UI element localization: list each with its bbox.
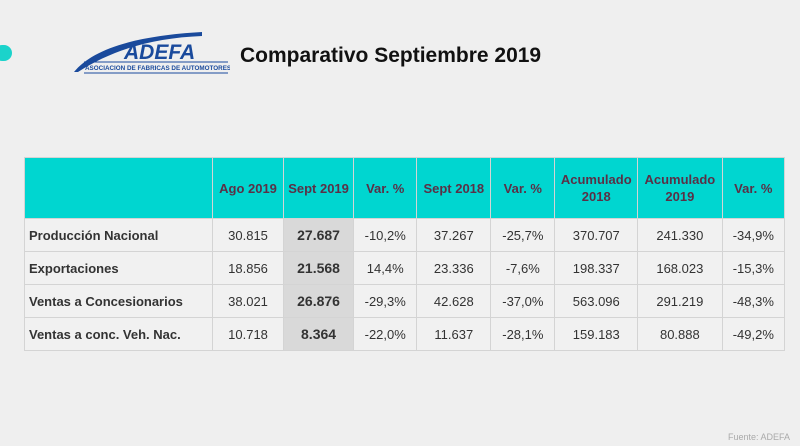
table-cell: -25,7% [490, 218, 556, 252]
table-cell: 11.637 [416, 317, 492, 351]
table-cell: 18.856 [212, 251, 284, 285]
table-cell: 563.096 [554, 284, 639, 318]
table-cell: 37.267 [416, 218, 492, 252]
table-cell: -34,9% [721, 218, 786, 252]
table-cell: 198.337 [554, 251, 639, 285]
column-header: Var. % [353, 157, 418, 219]
table-cell: 10.718 [212, 317, 284, 351]
table-cell: -22,0% [353, 317, 418, 351]
page-title: Comparativo Septiembre 2019 [240, 44, 542, 67]
comparison-table: Ago 2019 Sept 2019 Var. % Sept 2018 Var. % Ac… [23, 157, 786, 351]
column-header: Sept 2018 [416, 157, 492, 219]
column-header: Sept 2019 [282, 157, 355, 219]
table-cell: 42.628 [416, 284, 492, 318]
table-cell: 26.876 [282, 284, 355, 318]
table-row: Exportaciones 18.856 21.568 14,4% 23.336 -7,6… [23, 251, 786, 285]
column-header [23, 157, 214, 219]
table-cell: 168.023 [637, 251, 723, 285]
table-cell: -49,2% [721, 317, 786, 351]
column-header: Var. % [490, 157, 556, 219]
table-cell: 80.888 [637, 317, 723, 351]
table-cell: 241.330 [637, 218, 723, 252]
table-cell: -48,3% [721, 284, 786, 318]
table-row: Ventas a Concesionarios 38.021 26.876 -29,3… [23, 284, 786, 318]
table-cell: -28,1% [490, 317, 556, 351]
table-cell: 30.815 [212, 218, 284, 252]
table-cell: -7,6% [490, 251, 556, 285]
table-cell: 370.707 [554, 218, 639, 252]
table-cell: 291.219 [637, 284, 723, 318]
column-header: Acumulado 2018 [554, 157, 639, 219]
table-cell: 23.336 [416, 251, 492, 285]
table-cell: 14,4% [353, 251, 418, 285]
row-label: Exportaciones [23, 251, 214, 285]
svg-text:ADEFA: ADEFA [123, 41, 195, 64]
row-label: Ventas a conc. Veh. Nac. [23, 317, 214, 351]
table-cell: 159.183 [554, 317, 639, 351]
row-label: Ventas a Concesionarios [23, 284, 214, 318]
side-tab-marker [0, 45, 12, 61]
table-cell: 27.687 [282, 218, 355, 252]
svg-text:ASOCIACION DE FABRICAS DE AUTO: ASOCIACION DE FABRICAS DE AUTOMOTORES [85, 65, 230, 72]
table-cell: 21.568 [282, 251, 355, 285]
row-label: Producción Nacional [23, 218, 214, 252]
adefa-logo: ADEFA ASOCIACION DE FABRICAS DE AUTOMOTO… [74, 32, 230, 74]
table-row: Producción Nacional 30.815 27.687 -10,2% 37.… [23, 218, 786, 252]
table-cell: -29,3% [353, 284, 418, 318]
column-header: Acumulado 2019 [637, 157, 723, 219]
source-note: Fuente: ADEFA [727, 432, 790, 442]
table-row: Ventas a conc. Veh. Nac. 10.718 8.364 -22,0… [23, 317, 786, 351]
table-cell: -10,2% [353, 218, 418, 252]
table-cell: -37,0% [490, 284, 556, 318]
column-header: Ago 2019 [212, 157, 284, 219]
column-header: Var. % [721, 157, 786, 219]
table-cell: 8.364 [282, 317, 355, 351]
table-header-row: Ago 2019 Sept 2019 Var. % Sept 2018 Var. % Ac… [23, 157, 786, 219]
table-cell: -15,3% [721, 251, 786, 285]
table-cell: 38.021 [212, 284, 284, 318]
